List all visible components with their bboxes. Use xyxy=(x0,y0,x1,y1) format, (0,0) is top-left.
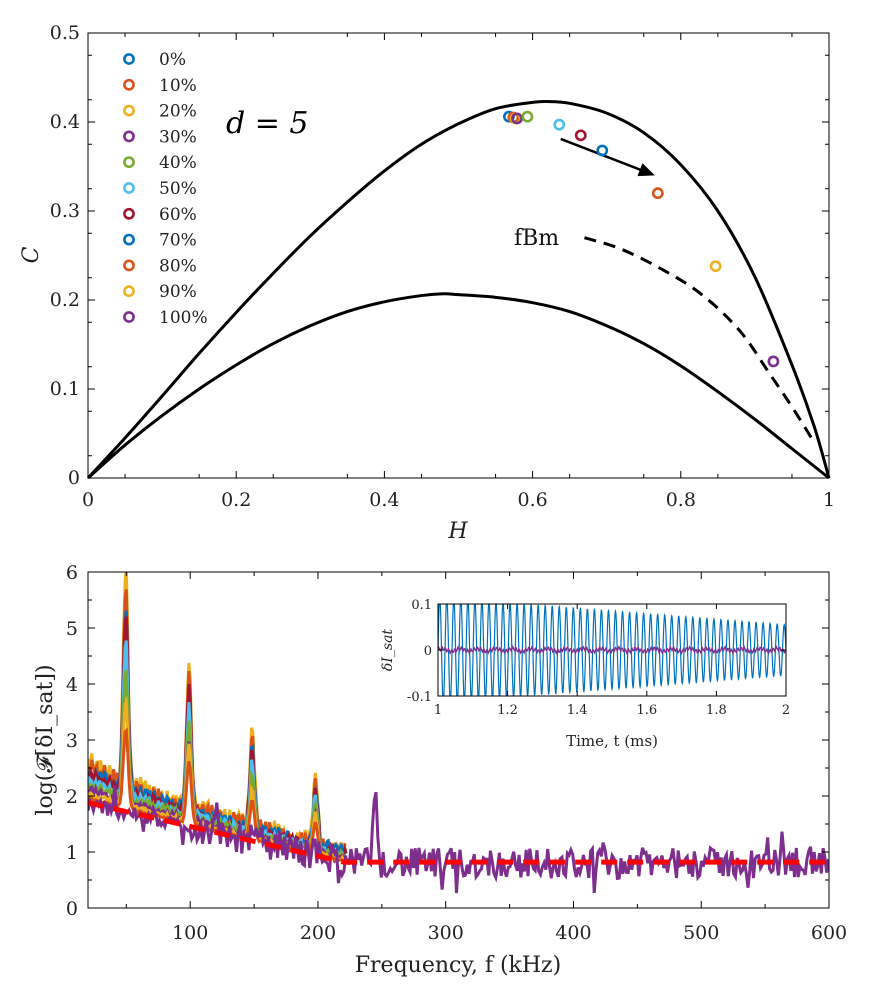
inset-xtick-label: 1.8 xyxy=(706,703,727,718)
top-ytick-label: 0.2 xyxy=(50,289,80,311)
bottom-ytick-label: 3 xyxy=(66,730,78,752)
bottom-ytick-label: 5 xyxy=(66,618,78,640)
bottom-panel-spectrum: 100 200 300 400 500 600 0 1 2 3 4 5 6 Frequency, f (… xyxy=(33,562,847,978)
bottom-xtick-label: 300 xyxy=(428,922,464,944)
top-ytick-label: 0.1 xyxy=(50,378,80,400)
top-xlabel: H xyxy=(447,519,468,544)
bottom-ytick-label: 1 xyxy=(66,842,78,864)
legend-marker xyxy=(123,311,135,323)
inset-xtick-label: 1.2 xyxy=(497,703,518,718)
bottom-ytick-label: 6 xyxy=(66,562,78,584)
spectrum-line-100 xyxy=(88,785,829,894)
inset-ticks: 1 1.2 1.4 1.6 1.8 2 0.1 0 -0.1 xyxy=(407,598,790,718)
legend-label: 0% xyxy=(159,50,186,70)
scatter-point xyxy=(709,260,722,273)
legend-marker xyxy=(123,130,135,143)
legend-label: 40% xyxy=(159,153,197,173)
top-ytick-label: 0.4 xyxy=(50,111,80,133)
bottom-ticks: 100 200 300 400 500 600 0 1 2 3 4 5 6 xyxy=(66,562,847,944)
inset-timeseries: 1 1.2 1.4 1.6 1.8 2 0.1 0 -0.1 Time, t (ms) δI_s… xyxy=(380,598,790,750)
legend-label: 80% xyxy=(159,256,197,276)
bottom-xtick-label: 500 xyxy=(683,922,719,944)
scatter-point xyxy=(553,118,566,131)
inset-ylabel: δI_sat xyxy=(380,629,396,671)
scatter-point xyxy=(521,110,534,123)
top-xtick-label: 0.6 xyxy=(517,489,547,511)
top-ytick-label: 0.3 xyxy=(50,200,80,222)
baseline-fit-line xyxy=(88,800,829,865)
legend-marker xyxy=(123,53,135,65)
legend-label: 50% xyxy=(159,179,197,199)
upper-boundary-curve xyxy=(86,99,831,480)
bottom-xtick-label: 400 xyxy=(555,922,591,944)
legend-marker xyxy=(123,207,135,220)
legend-marker xyxy=(123,182,135,194)
legend-label: 10% xyxy=(159,76,197,96)
legend-marker xyxy=(123,156,135,169)
inset-xtick-label: 1.4 xyxy=(567,703,588,718)
top-ylabel: C xyxy=(19,246,44,263)
fbm-curve xyxy=(584,236,816,444)
top-xtick-label: 0 xyxy=(82,489,94,511)
inset-ytick-label: -0.1 xyxy=(407,690,432,705)
top-ytick-label: 0.5 xyxy=(50,22,80,44)
inset-oscillation-trace xyxy=(438,604,786,696)
top-ytick-label: 0 xyxy=(68,467,80,489)
top-points xyxy=(502,110,780,368)
inset-xtick-label: 1.6 xyxy=(636,703,657,718)
legend-label: 30% xyxy=(159,127,197,147)
legend-label: 70% xyxy=(159,231,197,251)
bottom-xtick-label: 100 xyxy=(172,922,208,944)
scatter-point xyxy=(574,129,587,142)
bottom-baseline-fit xyxy=(88,800,829,865)
lower-boundary-curve xyxy=(87,292,830,480)
scatter-point xyxy=(767,355,780,368)
bottom-ytick-label: 2 xyxy=(66,786,78,808)
top-legend: 0% 10% 20% 30% 40% 50% 60% 70% 80% 90% 100% xyxy=(123,50,208,328)
legend-marker xyxy=(123,285,135,298)
top-fbm-label: fBm xyxy=(514,226,559,251)
top-axes-frame xyxy=(87,32,830,479)
legend-marker xyxy=(123,259,135,272)
trend-arrow-head xyxy=(637,163,655,177)
top-curves xyxy=(86,99,831,480)
bottom-ytick-label: 0 xyxy=(66,898,78,920)
legend-label: 100% xyxy=(159,308,208,328)
legend-label: 60% xyxy=(159,205,197,225)
legend-label: 20% xyxy=(159,102,197,122)
inset-ytick-label: 0 xyxy=(424,644,432,659)
inset-xtick-label: 2 xyxy=(782,703,790,718)
inset-xlabel: Time, t (ms) xyxy=(566,732,658,750)
bottom-ylabel: log(𝓕[δI_sat]) xyxy=(33,664,58,815)
top-xtick-label: 0.8 xyxy=(666,489,696,511)
top-panel-scatter: 0 0.2 0.4 0.6 0.8 1 0 0.1 0.2 0.3 0.4 0.5 0% 10% 20% 3… xyxy=(19,22,835,544)
top-annotation: d = 5 xyxy=(226,106,309,141)
scatter-point xyxy=(651,187,664,200)
bottom-ytick-label: 4 xyxy=(66,674,78,696)
bottom-xtick-label: 600 xyxy=(811,922,847,944)
scatter-point xyxy=(596,144,609,157)
legend-marker xyxy=(123,78,135,91)
top-ticks: 0 0.2 0.4 0.6 0.8 1 0 0.1 0.2 0.3 0.4 0.5 xyxy=(50,22,835,511)
scatter-point xyxy=(511,112,523,125)
top-xtick-label: 0.4 xyxy=(369,489,399,511)
top-xtick-label: 0.2 xyxy=(221,489,251,511)
legend-marker xyxy=(123,104,135,117)
inset-flat-trace xyxy=(438,644,786,656)
inset-xtick-label: 1 xyxy=(434,703,442,718)
legend-label: 90% xyxy=(159,282,197,302)
top-xtick-label: 1 xyxy=(823,489,835,511)
legend-marker xyxy=(123,233,135,246)
bottom-xtick-label: 200 xyxy=(300,922,336,944)
bottom-xlabel: Frequency, f (kHz) xyxy=(355,953,561,978)
inset-traces xyxy=(438,604,786,696)
inset-ytick-label: 0.1 xyxy=(411,598,432,613)
